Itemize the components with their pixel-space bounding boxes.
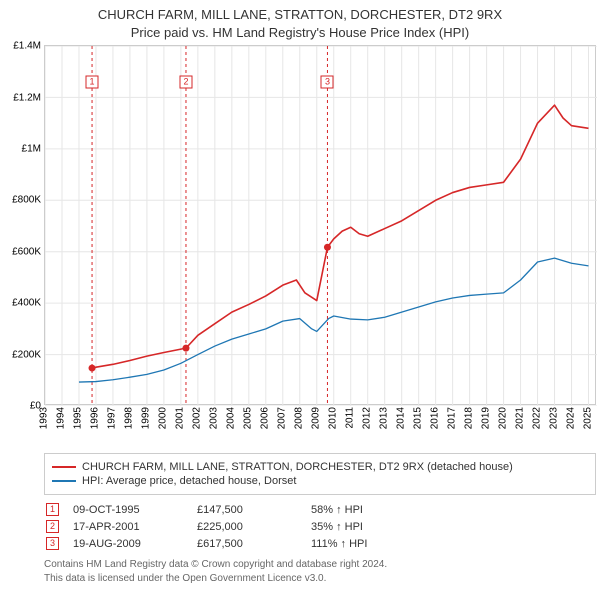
x-tick-label: 2009 (310, 407, 321, 429)
sale-row: 2 17-APR-2001 £225,000 35% ↑ HPI (44, 518, 596, 535)
x-tick-label: 2008 (293, 407, 304, 429)
x-tick-label: 2021 (514, 407, 525, 429)
x-tick-label: 2016 (429, 407, 440, 429)
y-tick-label: £1M (5, 143, 41, 154)
chart-title: CHURCH FARM, MILL LANE, STRATTON, DORCHE… (8, 6, 592, 41)
x-tick-label: 1993 (39, 407, 50, 429)
chart-plot-area: £0£200K£400K£600K£800K£1M£1.2M£1.4M123 (44, 45, 596, 405)
x-tick-label: 2013 (378, 407, 389, 429)
x-tick-label: 2001 (174, 407, 185, 429)
x-tick-label: 2022 (531, 407, 542, 429)
y-tick-label: £600K (5, 246, 41, 257)
y-tick-label: £200K (5, 349, 41, 360)
sale-pct-vs-hpi: 58% ↑ HPI (311, 504, 451, 516)
x-tick-label: 2015 (412, 407, 423, 429)
x-tick-label: 2023 (548, 407, 559, 429)
attribution-line: This data is licensed under the Open Gov… (44, 572, 596, 586)
y-tick-label: £800K (5, 195, 41, 206)
x-tick-label: 2018 (463, 407, 474, 429)
sale-price: £617,500 (197, 538, 297, 550)
sale-marker-box: 3 (321, 76, 334, 89)
sale-date: 19-AUG-2009 (73, 538, 183, 550)
x-tick-label: 2004 (225, 407, 236, 429)
y-tick-label: £1.4M (5, 41, 41, 52)
x-tick-label: 2014 (395, 407, 406, 429)
x-tick-label: 1995 (72, 407, 83, 429)
y-tick-label: £0 (5, 401, 41, 412)
legend-item-hpi: HPI: Average price, detached house, Dors… (52, 475, 588, 487)
sale-row: 3 19-AUG-2009 £617,500 111% ↑ HPI (44, 535, 596, 552)
x-tick-label: 1998 (123, 407, 134, 429)
x-tick-label: 2024 (565, 407, 576, 429)
y-tick-label: £400K (5, 298, 41, 309)
sale-pct-vs-hpi: 35% ↑ HPI (311, 521, 451, 533)
x-tick-label: 2007 (276, 407, 287, 429)
title-line-1: CHURCH FARM, MILL LANE, STRATTON, DORCHE… (8, 6, 592, 24)
x-tick-label: 2006 (259, 407, 270, 429)
sale-pct-vs-hpi: 111% ↑ HPI (311, 538, 451, 550)
sale-date: 09-OCT-1995 (73, 504, 183, 516)
sale-price: £147,500 (197, 504, 297, 516)
sale-marker-box: 3 (46, 537, 59, 550)
legend-swatch (52, 480, 76, 482)
x-tick-label: 2012 (361, 407, 372, 429)
attribution: Contains HM Land Registry data © Crown c… (44, 558, 596, 585)
x-tick-label: 2017 (446, 407, 457, 429)
chart-legend: CHURCH FARM, MILL LANE, STRATTON, DORCHE… (44, 453, 596, 495)
x-axis-ticks: 1993199419951996199719981999200020012002… (44, 405, 596, 449)
y-tick-label: £1.2M (5, 92, 41, 103)
sale-price: £225,000 (197, 521, 297, 533)
sale-marker-box: 2 (46, 520, 59, 533)
chart-svg (45, 46, 597, 406)
sales-markers-table: 1 09-OCT-1995 £147,500 58% ↑ HPI 2 17-APR-200… (44, 501, 596, 552)
sale-row: 1 09-OCT-1995 £147,500 58% ↑ HPI (44, 501, 596, 518)
x-tick-label: 2002 (191, 407, 202, 429)
x-tick-label: 2005 (242, 407, 253, 429)
title-line-2: Price paid vs. HM Land Registry's House … (8, 24, 592, 42)
legend-item-property: CHURCH FARM, MILL LANE, STRATTON, DORCHE… (52, 461, 588, 473)
x-tick-label: 2010 (327, 407, 338, 429)
legend-swatch (52, 466, 76, 468)
sale-marker-box: 2 (179, 76, 192, 89)
x-tick-label: 2000 (157, 407, 168, 429)
x-tick-label: 2011 (344, 407, 355, 429)
x-tick-label: 2019 (480, 407, 491, 429)
x-tick-label: 1999 (140, 407, 151, 429)
x-tick-label: 2025 (582, 407, 593, 429)
sale-marker-box: 1 (46, 503, 59, 516)
sale-marker-box: 1 (86, 76, 99, 89)
legend-label: HPI: Average price, detached house, Dors… (82, 475, 296, 487)
x-tick-label: 2003 (208, 407, 219, 429)
sale-date: 17-APR-2001 (73, 521, 183, 533)
attribution-line: Contains HM Land Registry data © Crown c… (44, 558, 596, 572)
x-tick-label: 1996 (89, 407, 100, 429)
x-tick-label: 1997 (106, 407, 117, 429)
x-tick-label: 1994 (55, 407, 66, 429)
legend-label: CHURCH FARM, MILL LANE, STRATTON, DORCHE… (82, 461, 513, 473)
x-tick-label: 2020 (497, 407, 508, 429)
